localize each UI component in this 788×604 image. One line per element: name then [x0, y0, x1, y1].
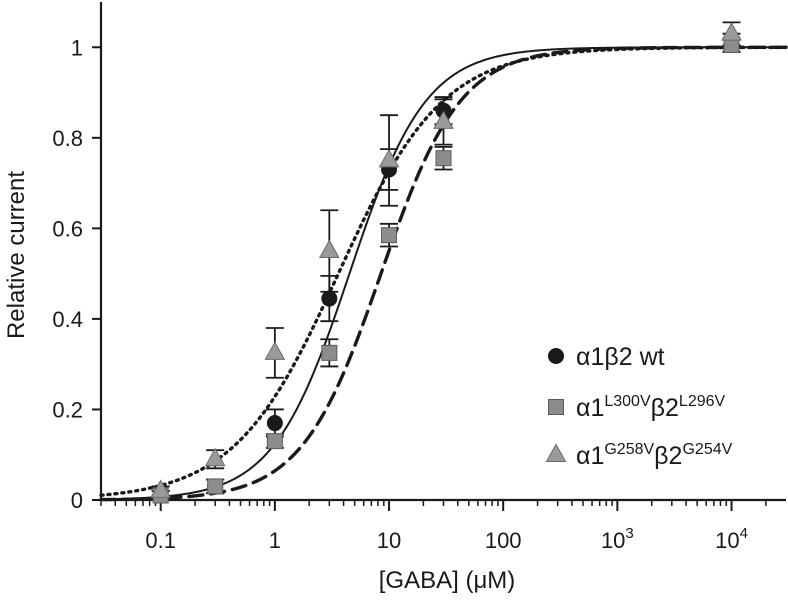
data-point-square	[381, 227, 398, 244]
legend-marker-square	[548, 399, 564, 415]
y-tick-label: 1	[71, 35, 83, 60]
legend-label: α1L300Vβ2L296V	[576, 393, 726, 422]
data-point-triangle	[204, 447, 226, 467]
data-point-square	[321, 344, 338, 361]
data-point-triangle	[318, 239, 340, 258]
y-tick-label: 0	[71, 488, 83, 513]
data-point-circle	[321, 290, 338, 307]
y-tick-label: 0.4	[52, 307, 83, 332]
y-tick-label: 0.8	[52, 126, 83, 151]
y-axis-title: Relative current	[3, 171, 30, 339]
data-point-triangle	[378, 148, 400, 168]
x-tick-base: 10	[715, 528, 739, 553]
x-tick-label: 100	[485, 528, 522, 553]
x-tick-base: 10	[601, 528, 625, 553]
x-tick-label: 1	[269, 528, 281, 553]
legend-marker-triangle	[545, 443, 567, 462]
error-bars	[151, 21, 741, 501]
data-point-square	[266, 433, 283, 450]
legend-marker-circle	[548, 348, 564, 364]
x-tick-exponent: 4	[740, 525, 748, 542]
legend: α1β2 wt α1L300Vβ2L296V α1G258Vβ2G254V	[545, 343, 733, 470]
legend-label: α1G258Vβ2G254V	[576, 441, 733, 470]
x-tick-label: 103	[601, 525, 634, 553]
data-point-triangle	[264, 341, 286, 360]
data-point-triangle	[433, 110, 454, 129]
data-markers	[150, 22, 742, 504]
data-point-circle	[266, 415, 283, 432]
x-tick-label: 104	[715, 525, 748, 553]
y-tick-label: 0.6	[52, 216, 83, 241]
legend-label: α1β2 wt	[576, 343, 665, 371]
axes: 00.20.40.60.810.1 1 10 100 103 104	[52, 2, 786, 553]
x-axis-title: [GABA] (μM)	[379, 567, 516, 594]
y-tick-label: 0.2	[52, 397, 83, 422]
x-tick-label: 0.1	[145, 528, 176, 553]
data-point-square	[207, 478, 224, 495]
x-tick-label: 10	[377, 528, 401, 553]
x-tick-exponent: 3	[625, 525, 633, 542]
data-point-triangle	[721, 22, 742, 41]
data-point-square	[435, 150, 452, 167]
data-point-triangle	[150, 479, 172, 498]
